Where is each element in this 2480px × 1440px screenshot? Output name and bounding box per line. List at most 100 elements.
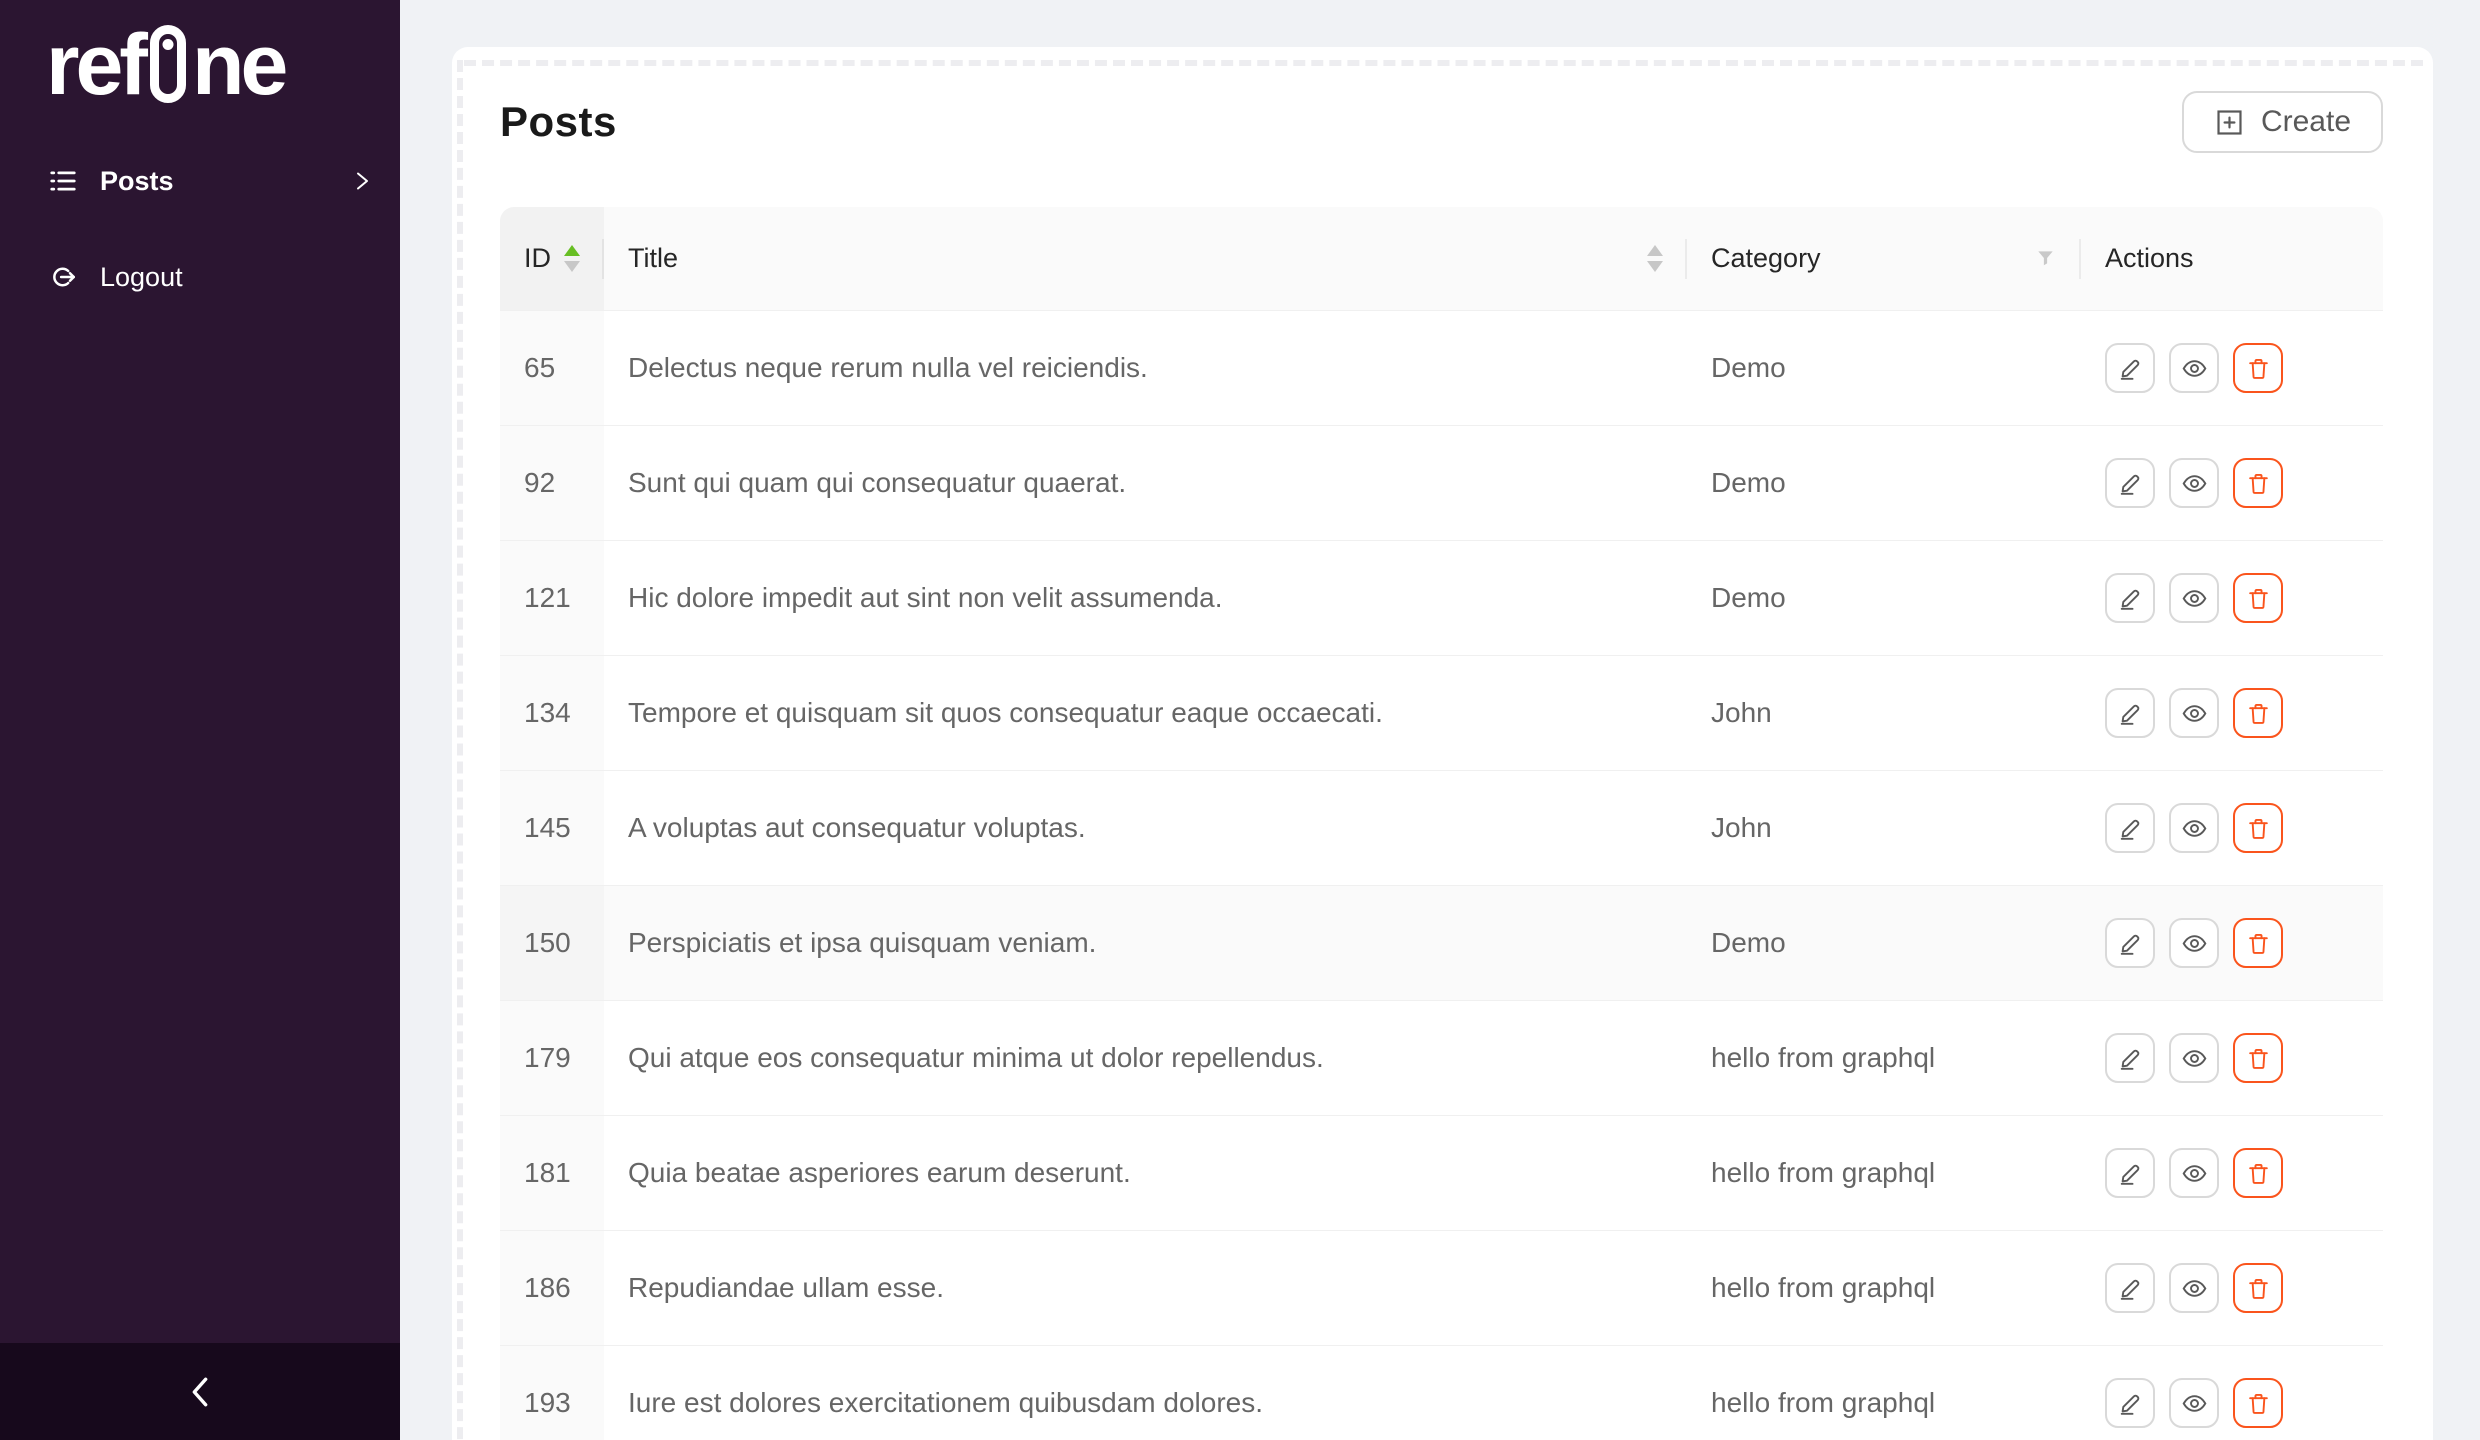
edit-button[interactable] xyxy=(2105,573,2155,623)
delete-button[interactable] xyxy=(2233,1378,2283,1428)
cell-actions xyxy=(2081,1231,2383,1346)
table-row[interactable]: 186 Repudiandae ullam esse. hello from g… xyxy=(500,1231,2383,1346)
table-row[interactable]: 150 Perspiciatis et ipsa quisquam veniam… xyxy=(500,886,2383,1001)
cell-category: Demo xyxy=(1687,426,2081,541)
show-button[interactable] xyxy=(2169,688,2219,738)
eye-icon xyxy=(2182,359,2206,377)
eye-icon xyxy=(2182,1049,2206,1067)
page-header: Posts Create xyxy=(500,91,2383,153)
eye-icon xyxy=(2182,474,2206,492)
table-body: 65 Delectus neque rerum nulla vel reicie… xyxy=(500,311,2383,1440)
table-row[interactable]: 65 Delectus neque rerum nulla vel reicie… xyxy=(500,311,2383,426)
delete-button[interactable] xyxy=(2233,803,2283,853)
delete-button[interactable] xyxy=(2233,688,2283,738)
show-button[interactable] xyxy=(2169,573,2219,623)
cell-actions xyxy=(2081,311,2383,426)
show-button[interactable] xyxy=(2169,803,2219,853)
table-row[interactable]: 134 Tempore et quisquam sit quos consequ… xyxy=(500,656,2383,771)
sort-control-title[interactable] xyxy=(1637,245,1663,272)
cell-category: hello from graphql xyxy=(1687,1346,2081,1440)
sidebar-item-label: Posts xyxy=(100,165,174,196)
column-label: Category xyxy=(1711,243,1821,273)
refine-logo[interactable]: ref ne xyxy=(46,16,400,108)
edit-icon xyxy=(2120,1279,2139,1300)
cell-title: Hic dolore impedit aut sint non velit as… xyxy=(604,541,1687,656)
cell-actions xyxy=(2081,426,2383,541)
edit-button[interactable] xyxy=(2105,688,2155,738)
cell-title: Sunt qui quam qui consequatur quaerat. xyxy=(604,426,1687,541)
cell-title: A voluptas aut consequatur voluptas. xyxy=(604,771,1687,886)
edit-button[interactable] xyxy=(2105,1263,2155,1313)
cell-actions xyxy=(2081,1001,2383,1116)
show-button[interactable] xyxy=(2169,1378,2219,1428)
delete-button[interactable] xyxy=(2233,573,2283,623)
edit-icon xyxy=(2120,1394,2139,1415)
cell-id: 179 xyxy=(500,1001,604,1116)
column-header-id[interactable]: ID xyxy=(500,207,604,311)
show-button[interactable] xyxy=(2169,458,2219,508)
cell-id: 145 xyxy=(500,771,604,886)
show-button[interactable] xyxy=(2169,343,2219,393)
trash-icon xyxy=(2248,588,2268,609)
edit-button[interactable] xyxy=(2105,918,2155,968)
table-row[interactable]: 179 Qui atque eos consequatur minima ut … xyxy=(500,1001,2383,1116)
show-button[interactable] xyxy=(2169,1263,2219,1313)
create-button[interactable]: Create xyxy=(2181,91,2383,153)
sidebar-menu: Posts Logout xyxy=(0,148,400,310)
trash-icon xyxy=(2248,1163,2268,1184)
table-row[interactable]: 193 Iure est dolores exercitationem quib… xyxy=(500,1346,2383,1440)
edit-icon xyxy=(2120,934,2139,955)
cell-category: Demo xyxy=(1687,541,2081,656)
delete-button[interactable] xyxy=(2233,458,2283,508)
cell-actions xyxy=(2081,541,2383,656)
trash-icon xyxy=(2248,818,2268,839)
cell-actions xyxy=(2081,1346,2383,1440)
filter-control-category[interactable] xyxy=(2034,247,2057,270)
sort-control-id[interactable] xyxy=(554,245,580,272)
trash-icon xyxy=(2248,1048,2268,1069)
edit-icon xyxy=(2120,474,2139,495)
edit-button[interactable] xyxy=(2105,1033,2155,1083)
column-label: Actions xyxy=(2105,243,2194,273)
edit-button[interactable] xyxy=(2105,803,2155,853)
edit-button[interactable] xyxy=(2105,1378,2155,1428)
cell-title: Delectus neque rerum nulla vel reiciendi… xyxy=(604,311,1687,426)
sidebar-collapse-trigger[interactable] xyxy=(0,1343,400,1440)
table-row[interactable]: 145 A voluptas aut consequatur voluptas.… xyxy=(500,771,2383,886)
logout-icon xyxy=(53,267,76,287)
cell-actions xyxy=(2081,656,2383,771)
eye-icon xyxy=(2182,704,2206,722)
delete-button[interactable] xyxy=(2233,1033,2283,1083)
show-button[interactable] xyxy=(2169,1033,2219,1083)
edit-button[interactable] xyxy=(2105,343,2155,393)
edit-icon xyxy=(2120,1049,2139,1070)
table-row[interactable]: 181 Quia beatae asperiores earum deserun… xyxy=(500,1116,2383,1231)
cell-title: Iure est dolores exercitationem quibusda… xyxy=(604,1346,1687,1440)
sidebar-item-posts[interactable]: Posts xyxy=(0,148,400,214)
unordered-list-icon xyxy=(50,171,76,191)
delete-button[interactable] xyxy=(2233,918,2283,968)
delete-button[interactable] xyxy=(2233,1148,2283,1198)
trash-icon xyxy=(2248,473,2268,494)
show-button[interactable] xyxy=(2169,918,2219,968)
cell-title: Perspiciatis et ipsa quisquam veniam. xyxy=(604,886,1687,1001)
eye-icon xyxy=(2182,1279,2206,1297)
cell-title: Repudiandae ullam esse. xyxy=(604,1231,1687,1346)
cell-category: John xyxy=(1687,656,2081,771)
table-row[interactable]: 121 Hic dolore impedit aut sint non veli… xyxy=(500,541,2383,656)
edit-button[interactable] xyxy=(2105,1148,2155,1198)
column-header-title[interactable]: Title xyxy=(604,207,1687,311)
cell-category: hello from graphql xyxy=(1687,1001,2081,1116)
cell-id: 181 xyxy=(500,1116,604,1231)
edit-button[interactable] xyxy=(2105,458,2155,508)
logo-text-prefix: ref xyxy=(46,17,148,113)
logo-i-glyph xyxy=(149,25,186,103)
table-header: ID Title xyxy=(500,207,2383,311)
sidebar-item-logout[interactable]: Logout xyxy=(0,244,400,310)
table-row[interactable]: 92 Sunt qui quam qui consequatur quaerat… xyxy=(500,426,2383,541)
sidebar-item-label: Logout xyxy=(100,261,183,292)
delete-button[interactable] xyxy=(2233,343,2283,393)
show-button[interactable] xyxy=(2169,1148,2219,1198)
delete-button[interactable] xyxy=(2233,1263,2283,1313)
cell-title: Quia beatae asperiores earum deserunt. xyxy=(604,1116,1687,1231)
